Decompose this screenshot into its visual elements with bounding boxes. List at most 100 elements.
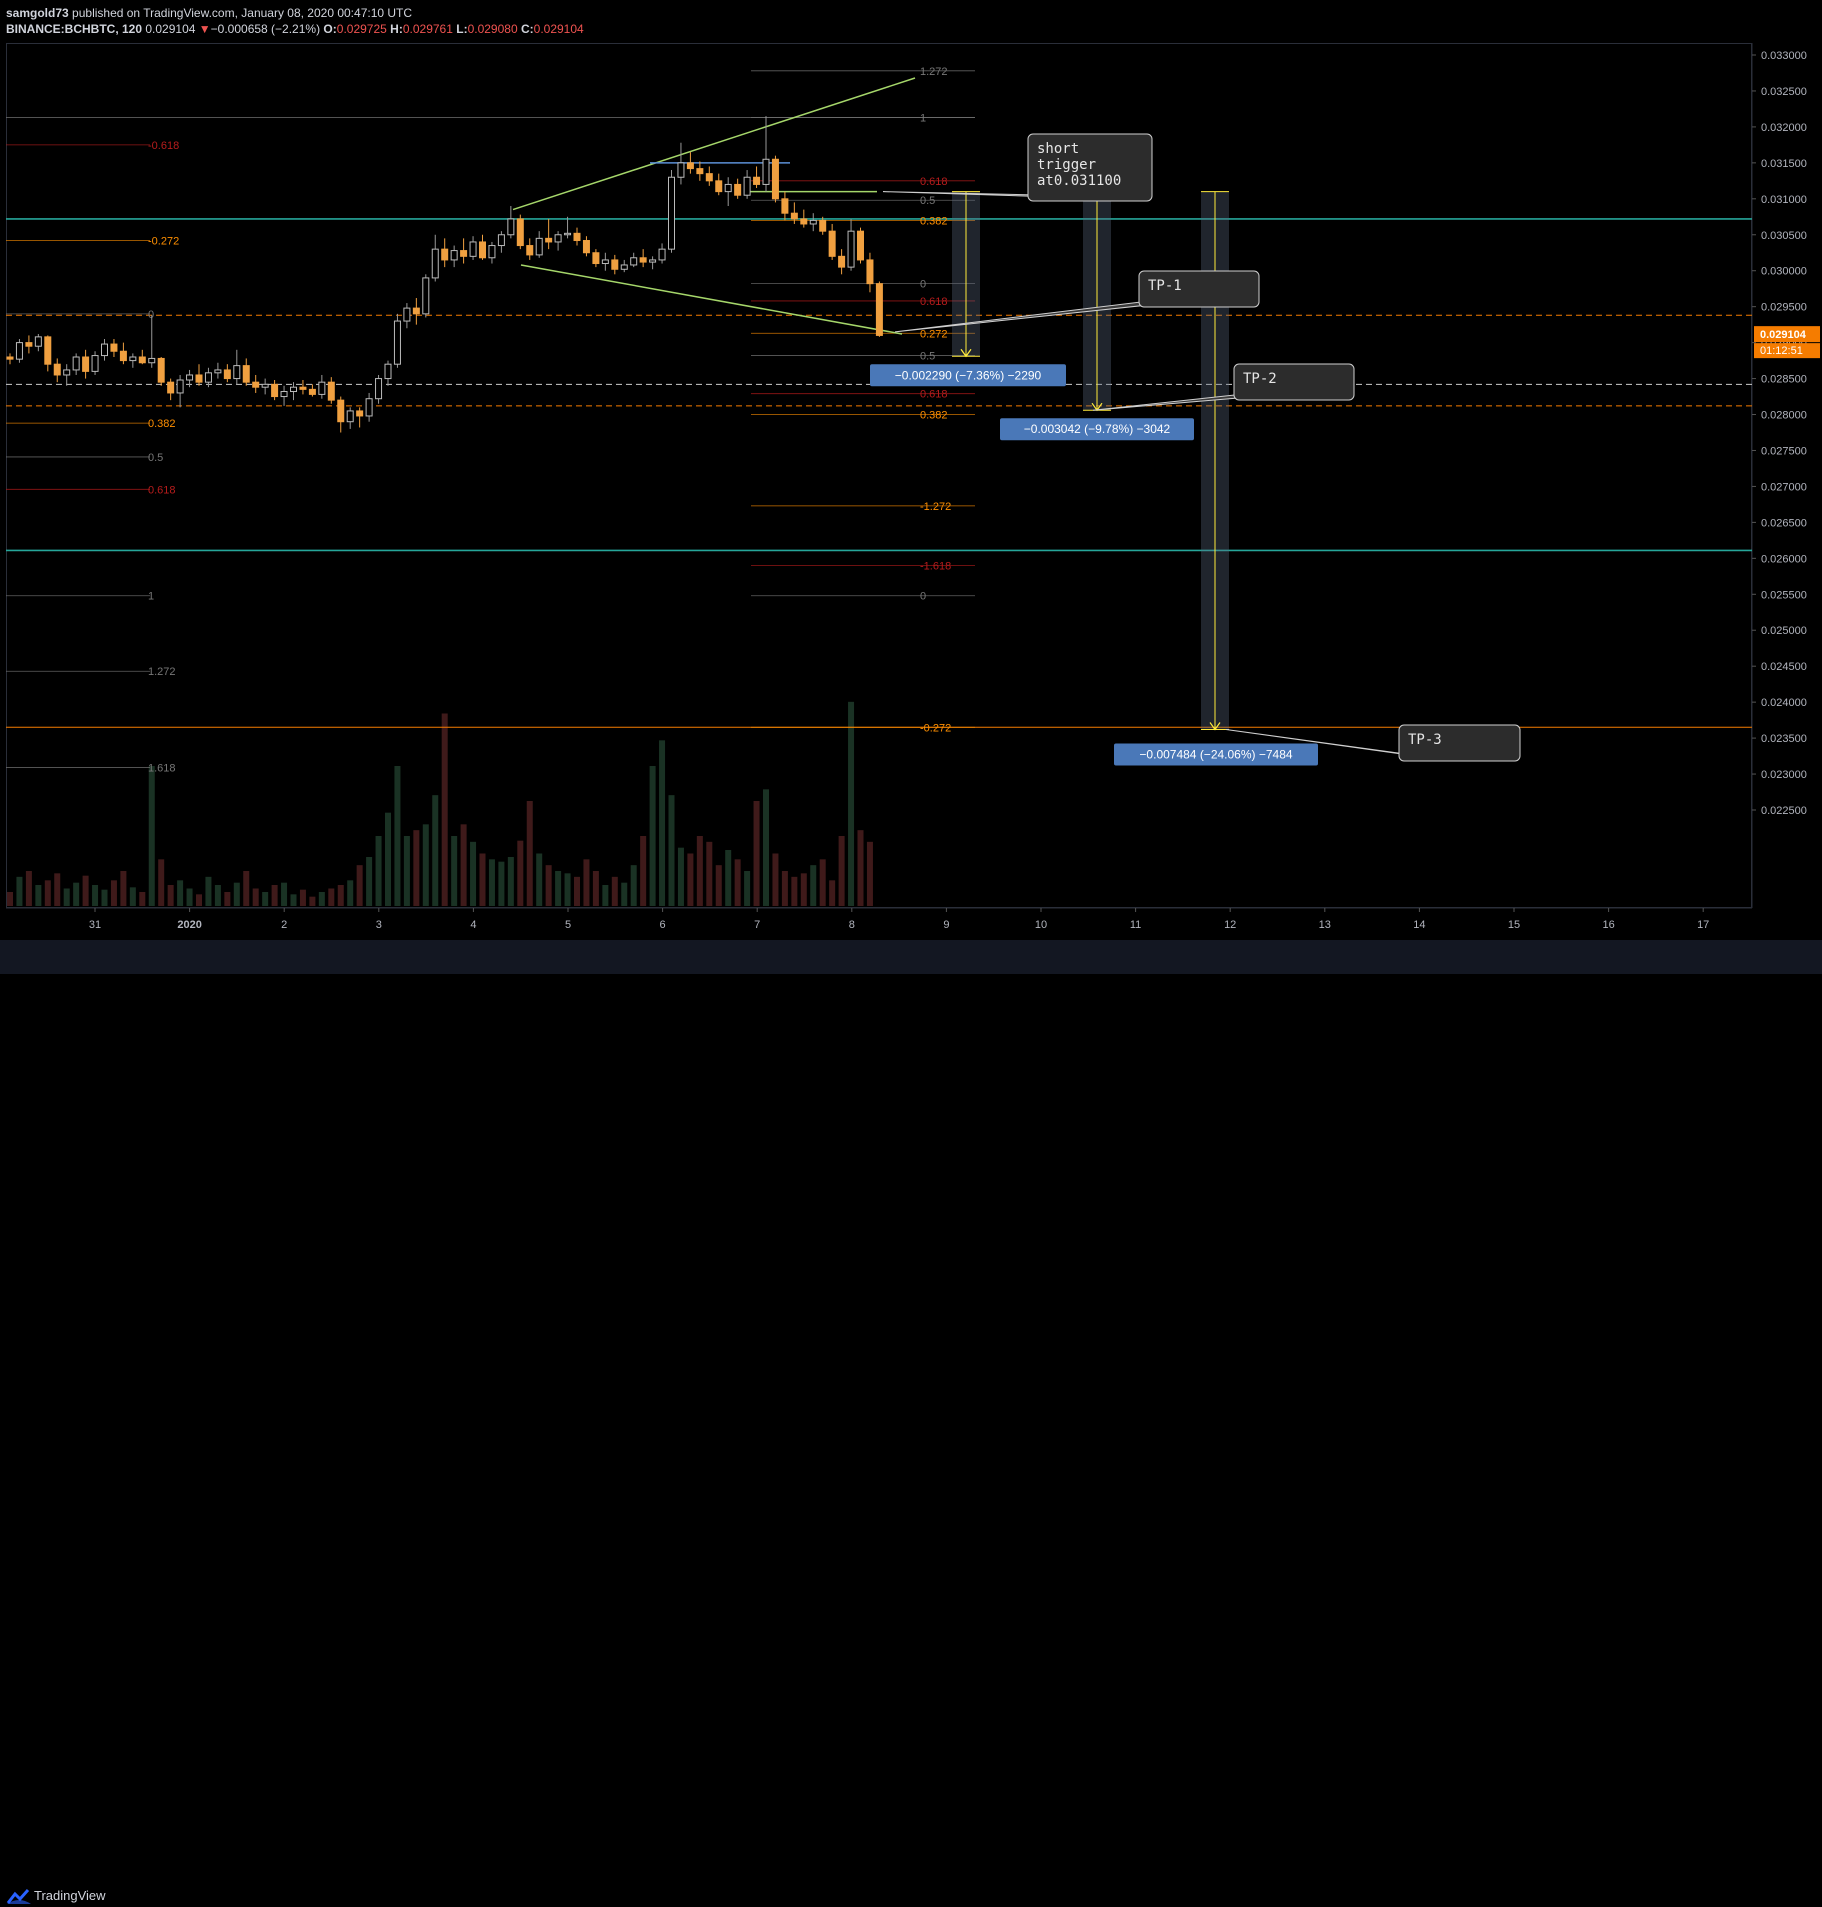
countdown-tag-label: 01:12:51 — [1760, 345, 1803, 357]
candle-body — [639, 257, 647, 263]
candle-body — [705, 173, 713, 182]
volume-bar — [583, 859, 590, 906]
volume-bar — [167, 885, 174, 906]
volume-bar — [148, 766, 155, 906]
author-name[interactable]: samgold73 — [6, 6, 69, 20]
channel-upper-line — [512, 77, 916, 211]
volume-bar — [385, 812, 391, 906]
candle-body — [91, 355, 99, 372]
price-tick-label: 0.022500 — [1761, 805, 1807, 817]
candle-body — [866, 259, 874, 285]
candle-body — [44, 336, 52, 365]
candle-body — [838, 255, 846, 268]
time-tick-label: 13 — [1319, 919, 1331, 931]
candle-body — [82, 356, 90, 372]
candle-body — [828, 230, 836, 257]
candle-body — [6, 356, 14, 360]
candle-body — [280, 391, 288, 398]
price-tick-label: 0.024000 — [1761, 697, 1807, 709]
fib-level-label: -0.272 — [920, 722, 951, 734]
volume-bar — [479, 853, 486, 906]
volume-bar — [791, 876, 798, 906]
candle-body — [195, 374, 203, 383]
volume-bar — [668, 795, 675, 906]
time-tick-label: 12 — [1224, 919, 1236, 931]
symbol-name[interactable]: BINANCE:BCHBTC, 120 — [6, 22, 143, 36]
volume-bar — [177, 880, 184, 906]
price-tick-label: 0.028500 — [1761, 374, 1807, 386]
time-tick-label: 8 — [849, 919, 855, 931]
candle-body — [318, 381, 326, 395]
plot-area: -0.618 -0.272 0 0.382 0.5 0.618 1 1.272 1.618 1.2… — [6, 66, 1752, 906]
candle-body — [677, 162, 685, 178]
volume-bar — [403, 836, 410, 906]
time-tick-label: 5 — [565, 919, 571, 931]
fib-level-label: 0.382 — [920, 215, 948, 227]
candle-body — [337, 399, 345, 423]
candle-body — [526, 245, 534, 256]
candle-body — [393, 320, 401, 365]
fib-level-label: 0.5 — [148, 452, 163, 464]
callout-text: short — [1037, 141, 1079, 157]
candle-body — [72, 356, 80, 371]
candle-body — [138, 356, 146, 364]
candle-body — [611, 259, 619, 270]
price-tick-label: 0.029500 — [1761, 302, 1807, 314]
tradingview-brand[interactable]: TradingView — [34, 1888, 106, 1903]
time-tick-label: 15 — [1508, 919, 1520, 931]
candle-body — [582, 240, 590, 254]
volume-bar — [555, 871, 562, 906]
footer-bar: TradingView — [0, 940, 1822, 1904]
candle-body — [790, 212, 798, 220]
tradingview-logo-icon[interactable] — [6, 1887, 32, 1907]
fib-level-label: 1 — [920, 113, 926, 125]
time-tick-label: 3 — [376, 919, 382, 931]
candle-body — [403, 307, 411, 322]
candle-body — [819, 219, 827, 232]
callout-pointer — [894, 300, 1168, 333]
candle-body — [204, 372, 212, 383]
time-tick-label: 2020 — [177, 919, 201, 931]
candle-body — [214, 369, 222, 374]
volume-bar — [214, 885, 221, 906]
countdown-tag — [1754, 343, 1820, 359]
callout-box — [1398, 724, 1521, 762]
volume-bar — [734, 859, 741, 906]
volume-bar — [611, 876, 618, 906]
candle-body — [261, 383, 269, 388]
fib-level-label: 1.618 — [148, 763, 176, 775]
candle-body — [308, 388, 316, 395]
low-label: L: — [456, 22, 468, 36]
down-arrow-icon: ▼ — [198, 22, 211, 36]
volume-bar — [470, 841, 477, 906]
volume-bar — [375, 836, 382, 906]
volume-bar — [526, 801, 533, 906]
candle-body — [290, 386, 297, 393]
volume-bar — [35, 885, 42, 906]
volume-bar — [432, 795, 439, 906]
volume-bar — [706, 841, 713, 906]
candle-body — [516, 218, 524, 247]
volume-bar — [621, 882, 628, 906]
callout-text: TP-2 — [1243, 371, 1277, 387]
volume-bar — [158, 859, 165, 906]
volume-bar — [441, 713, 448, 906]
price-tick-label: 0.031000 — [1761, 194, 1807, 206]
price-tick-label: 0.030500 — [1761, 230, 1807, 242]
price-tick-label: 0.031500 — [1761, 158, 1807, 170]
volume-bar — [7, 892, 13, 906]
price-change: −0.000658 (−2.21%) — [210, 22, 321, 36]
price-chart[interactable]: 0.033000 0.032500 0.032000 0.031500 0.031000… — [0, 0, 1822, 940]
candle-body — [63, 369, 71, 376]
candle-body — [129, 356, 137, 362]
candle-body — [375, 378, 383, 400]
candle-body — [734, 183, 742, 196]
close-label: C: — [520, 22, 534, 36]
candle-body — [412, 307, 420, 315]
volume-bar — [696, 836, 703, 906]
fib-level-label: -0.272 — [148, 236, 179, 248]
candle-body — [119, 350, 127, 362]
candle-body — [620, 264, 628, 270]
price-tick-label: 0.023500 — [1761, 733, 1807, 745]
candle-body — [25, 342, 33, 347]
